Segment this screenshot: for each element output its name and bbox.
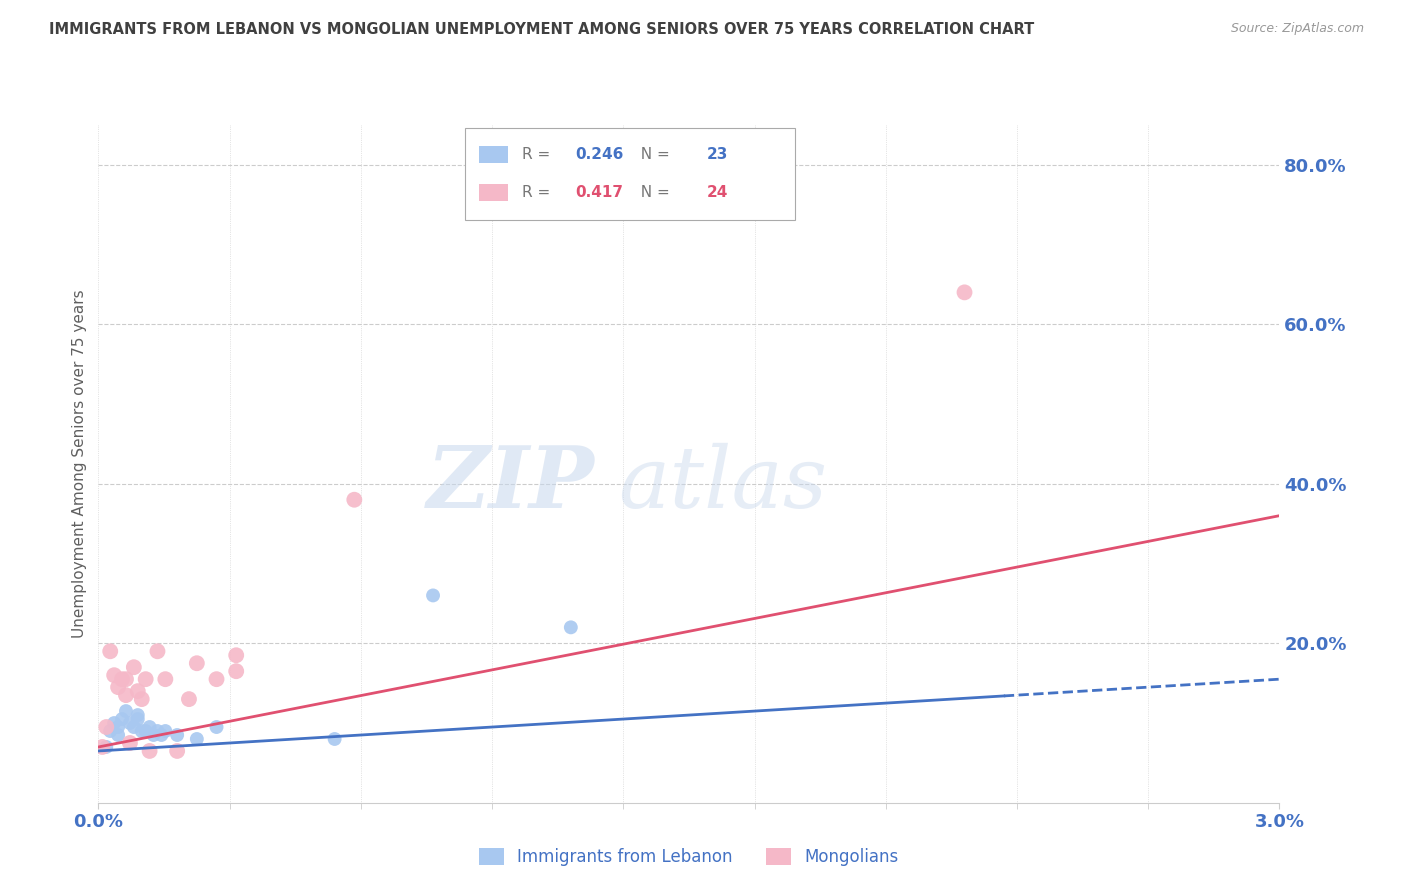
FancyBboxPatch shape [464,128,796,219]
Point [343,492,366,507]
Text: 0.417: 0.417 [575,186,623,200]
Point [131,724,153,739]
Point [135,672,157,686]
Point [91,739,114,754]
Point [122,720,145,734]
Point [205,672,228,686]
Point [103,716,125,731]
Point [118,736,141,750]
Point [155,724,177,739]
Text: N =: N = [631,146,675,161]
Point [146,644,169,658]
Point [115,688,138,702]
Point [166,728,188,742]
Point [225,648,247,663]
Point [155,672,177,686]
Text: Source: ZipAtlas.com: Source: ZipAtlas.com [1230,22,1364,36]
Point [107,728,129,742]
Point [96,720,118,734]
FancyBboxPatch shape [478,185,508,202]
Point [103,668,125,682]
Point [138,720,160,734]
Legend: Immigrants from Lebanon, Mongolians: Immigrants from Lebanon, Mongolians [472,841,905,872]
Point [111,712,134,726]
Point [422,589,444,603]
Point [127,684,149,698]
Point [131,692,153,706]
Point [98,724,121,739]
Text: N =: N = [631,186,675,200]
Point [122,660,145,674]
Point [225,664,247,678]
Point [107,680,129,694]
Point [138,744,160,758]
Text: 0.246: 0.246 [575,146,624,161]
Point [205,720,228,734]
Point [560,620,582,634]
Point [146,724,169,739]
Point [142,728,165,742]
Point [115,672,138,686]
Point [166,744,188,758]
Text: R =: R = [523,146,555,161]
Y-axis label: Unemployment Among Seniors over 75 years: Unemployment Among Seniors over 75 years [72,290,87,638]
Text: atlas: atlas [619,442,827,525]
Text: IMMIGRANTS FROM LEBANON VS MONGOLIAN UNEMPLOYMENT AMONG SENIORS OVER 75 YEARS CO: IMMIGRANTS FROM LEBANON VS MONGOLIAN UNE… [49,22,1035,37]
Point [96,739,118,754]
Point [953,285,976,300]
Text: 24: 24 [707,186,728,200]
Point [127,708,149,723]
FancyBboxPatch shape [478,145,508,162]
Point [127,712,149,726]
Point [115,704,138,718]
Point [118,716,141,731]
Point [150,728,173,742]
Text: 23: 23 [707,146,728,161]
Point [323,731,346,746]
Point [98,644,121,658]
Point [186,657,208,671]
Text: R =: R = [523,186,555,200]
Point [107,720,129,734]
Point [177,692,200,706]
Point [111,672,134,686]
Text: ZIP: ZIP [426,442,595,526]
Point [135,724,157,739]
Point [186,731,208,746]
